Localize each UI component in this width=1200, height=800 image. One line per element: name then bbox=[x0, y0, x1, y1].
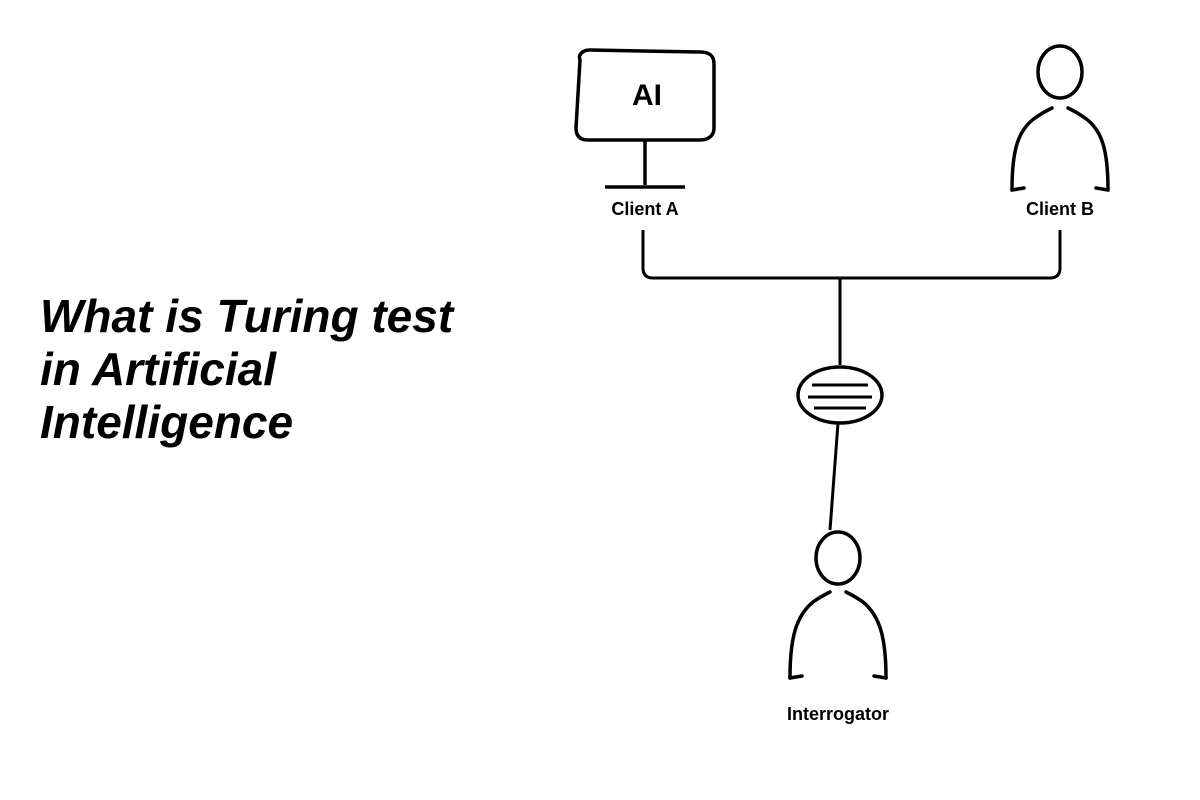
computer-node: AI Client A bbox=[576, 50, 714, 219]
client-a-label: Client A bbox=[611, 199, 678, 219]
ai-label: AI bbox=[632, 79, 662, 112]
page: What is Turing test in Artificial Intell… bbox=[0, 0, 1200, 800]
interrogator-label: Interrogator bbox=[787, 704, 889, 724]
edge-hub-to-interrogator bbox=[830, 423, 838, 530]
turing-test-diagram: AI Client A Client B bbox=[0, 0, 1200, 800]
client-b-node: Client B bbox=[1012, 46, 1108, 219]
edge-client-a bbox=[643, 230, 653, 278]
hub-node bbox=[798, 367, 882, 423]
interrogator-node: Interrogator bbox=[787, 532, 889, 724]
client-b-label: Client B bbox=[1026, 199, 1094, 219]
edge-client-b bbox=[1050, 230, 1060, 278]
